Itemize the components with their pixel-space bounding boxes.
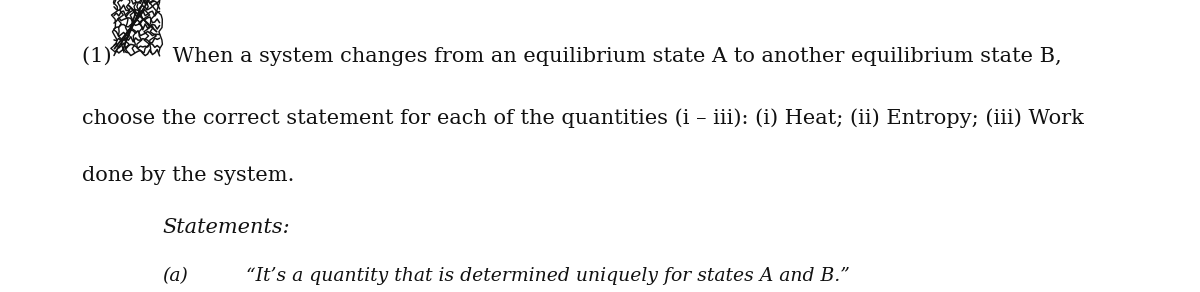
Text: choose the correct statement for each of the quantities (i – iii): (i) Heat; (ii: choose the correct statement for each of… xyxy=(82,108,1084,128)
Text: Statements:: Statements: xyxy=(162,218,289,237)
Text: “It’s a quantity that is determined uniquely for states A and B.”: “It’s a quantity that is determined uniq… xyxy=(246,267,850,285)
Text: done by the system.: done by the system. xyxy=(82,166,294,185)
Text: (a): (a) xyxy=(162,267,188,285)
Text: (1): (1) xyxy=(82,47,118,66)
Text: When a system changes from an equilibrium state A to another equilibrium state B: When a system changes from an equilibriu… xyxy=(166,47,1061,66)
